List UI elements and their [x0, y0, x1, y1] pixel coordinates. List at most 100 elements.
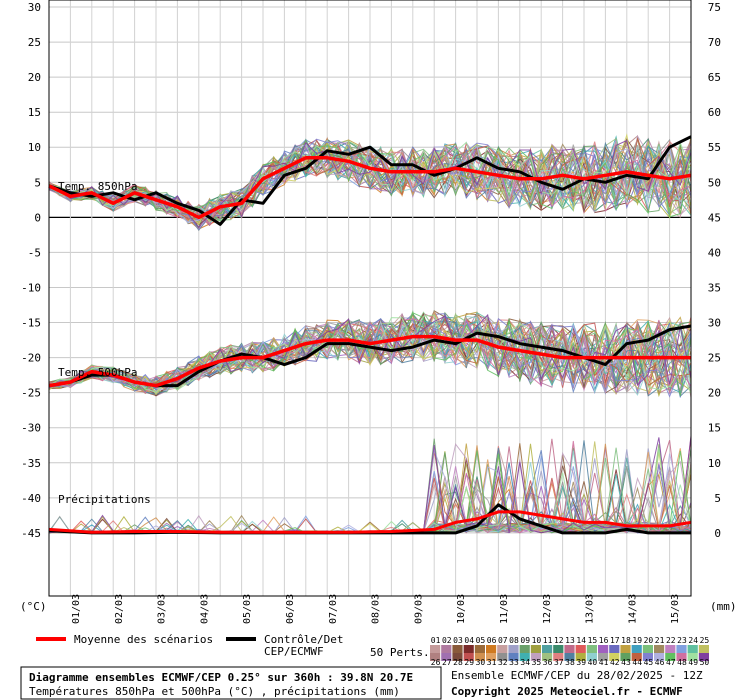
- pert-legend-swatch: [497, 645, 508, 653]
- pert-legend-swatch: [575, 645, 586, 653]
- pert-legend-swatch: [474, 645, 485, 653]
- pert-legend-number: 41: [599, 658, 609, 667]
- pert-legend-number: 33: [509, 658, 519, 667]
- pert-legend-swatch: [441, 645, 452, 653]
- pert-legend-number: 24: [688, 636, 698, 645]
- pert-legend-number: 11: [543, 636, 553, 645]
- pert-legend-number: 36: [543, 658, 553, 667]
- pert-legend-number: 26: [431, 658, 441, 667]
- x-date-label: 06/03: [285, 594, 296, 624]
- perturbation-t500-line: [48, 312, 692, 397]
- pert-legend-number: 32: [498, 658, 508, 667]
- perturbation-t500-line: [48, 320, 692, 394]
- pert-legend-number: 23: [677, 636, 687, 645]
- right-tick-label: 40: [708, 246, 721, 259]
- perturbation-legend-grid: 01 02 03 04 05 06 07 08 09 10 11 12 13 14 15 16 17 18 19 20…: [430, 636, 709, 667]
- x-date-label: 01/03: [71, 594, 82, 624]
- legend: Moyenne des scénarios Contrôle/Det CEP/E…: [36, 633, 709, 667]
- right-tick-label: 35: [708, 281, 721, 294]
- x-date-label: 12/03: [542, 594, 553, 624]
- pert-legend-number: 19: [632, 636, 642, 645]
- perturbation-t500-line: [48, 317, 692, 395]
- pert-legend-number: 45: [644, 658, 654, 667]
- pert-legend-number: 46: [655, 658, 665, 667]
- x-date-label: 09/03: [413, 594, 424, 624]
- pert-legend-swatch: [430, 645, 441, 653]
- pert-legend-swatch: [586, 653, 597, 661]
- pert-legend-swatch: [598, 645, 609, 653]
- x-date-label: 14/03: [627, 594, 638, 624]
- pert-legend-number: 28: [453, 658, 463, 667]
- right-tick-label: 20: [708, 387, 721, 400]
- pert-legend-swatch: [642, 653, 653, 661]
- left-axis-unit: (°C): [20, 600, 47, 613]
- pert-legend-number: 38: [565, 658, 575, 667]
- pert-legend-swatch: [508, 653, 519, 661]
- mean-precip-line: [48, 510, 692, 534]
- right-tick-label: 70: [708, 36, 721, 49]
- pert-legend-swatch: [698, 645, 709, 653]
- right-axis-unit: (mm): [710, 600, 737, 613]
- right-tick-label: 45: [708, 211, 721, 224]
- pert-legend-number: 17: [610, 636, 620, 645]
- x-date-label: 07/03: [328, 594, 339, 624]
- pert-legend-swatch: [698, 653, 709, 661]
- right-tick-label: 0: [714, 527, 721, 540]
- pert-legend-swatch: [620, 645, 631, 653]
- pert-legend-swatch: [654, 653, 665, 661]
- pert-legend-swatch: [519, 645, 530, 653]
- perturbation-t850-line: [48, 137, 692, 215]
- x-date-label: 11/03: [499, 594, 510, 624]
- footer-subtitle: Températures 850hPa et 500hPa (°C) , pré…: [29, 685, 400, 698]
- pert-legend-number: 21: [655, 636, 665, 645]
- pert-legend-swatch: [463, 653, 474, 661]
- pert-legend-swatch: [676, 653, 687, 661]
- legend-perts-label: 50 Perts.: [370, 646, 430, 659]
- pert-legend-number: 34: [520, 658, 530, 667]
- x-date-label: 08/03: [371, 594, 382, 624]
- right-tick-label: 65: [708, 71, 721, 84]
- left-tick-label: -30: [21, 422, 41, 435]
- left-tick-label: 0: [34, 211, 41, 224]
- pert-legend-number: 20: [644, 636, 654, 645]
- pert-legend-swatch: [564, 645, 575, 653]
- pert-legend-number: 15: [588, 636, 598, 645]
- pert-legend-number: 16: [599, 636, 609, 645]
- right-tick-label: 30: [708, 317, 721, 330]
- pert-legend-swatch: [530, 653, 541, 661]
- pert-legend-swatch: [642, 645, 653, 653]
- pert-legend-number: 35: [532, 658, 542, 667]
- pert-legend-swatch: [654, 645, 665, 653]
- pert-legend-number: 06: [487, 636, 497, 645]
- pert-legend-swatch: [474, 653, 485, 661]
- left-tick-label: 30: [28, 1, 41, 14]
- right-tick-label: 15: [708, 422, 721, 435]
- perturbation-t500-line: [48, 313, 692, 389]
- pert-legend-swatch: [430, 653, 441, 661]
- pert-legend-swatch: [631, 645, 642, 653]
- right-tick-label: 10: [708, 457, 721, 470]
- pert-legend-swatch: [609, 645, 620, 653]
- pert-legend-number: 40: [588, 658, 598, 667]
- pert-legend-number: 02: [442, 636, 452, 645]
- right-tick-label: 60: [708, 106, 721, 119]
- pert-legend-swatch: [665, 653, 676, 661]
- pert-legend-number: 14: [576, 636, 586, 645]
- pert-legend-number: 44: [632, 658, 642, 667]
- pert-legend-number: 27: [442, 658, 452, 667]
- left-tick-label: -5: [28, 246, 41, 259]
- footer-run: Ensemble ECMWF/CEP du 28/02/2025 - 12Z: [451, 669, 703, 682]
- pert-legend-number: 50: [700, 658, 710, 667]
- pert-legend-swatch: [564, 653, 575, 661]
- mean-t850-line: [48, 156, 692, 220]
- pert-legend-swatch: [598, 653, 609, 661]
- pert-legend-swatch: [441, 653, 452, 661]
- right-tick-label: 25: [708, 352, 721, 365]
- footer-copyright: Copyright 2025 Meteociel.fr - ECMWF: [451, 685, 683, 698]
- pert-legend-swatch: [687, 653, 698, 661]
- pert-legend-swatch: [452, 645, 463, 653]
- pert-legend-number: 48: [677, 658, 687, 667]
- pert-legend-number: 43: [621, 658, 631, 667]
- left-tick-label: 10: [28, 141, 41, 154]
- pert-legend-swatch: [452, 653, 463, 661]
